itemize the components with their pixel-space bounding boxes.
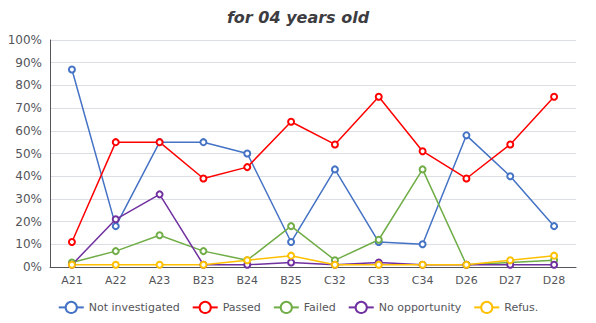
svg-text:100%: 100% (8, 33, 42, 47)
svg-text:A21: A21 (61, 274, 83, 287)
svg-text:20%: 20% (15, 215, 42, 229)
svg-text:60%: 60% (15, 124, 42, 138)
svg-text:D28: D28 (543, 274, 565, 287)
svg-text:Not investigated: Not investigated (89, 301, 180, 314)
svg-text:No opportunity: No opportunity (379, 301, 462, 314)
svg-text:50%: 50% (15, 147, 42, 161)
svg-text:C34: C34 (412, 274, 434, 287)
svg-text:40%: 40% (15, 169, 42, 183)
svg-text:for 04 years old: for 04 years old (227, 8, 370, 27)
svg-text:D26: D26 (455, 274, 477, 287)
svg-text:A22: A22 (105, 274, 127, 287)
svg-text:B23: B23 (193, 274, 215, 287)
svg-text:C33: C33 (368, 274, 390, 287)
svg-text:30%: 30% (15, 192, 42, 206)
svg-text:A23: A23 (149, 274, 171, 287)
svg-text:70%: 70% (15, 101, 42, 115)
svg-text:C32: C32 (324, 274, 346, 287)
svg-text:B24: B24 (236, 274, 258, 287)
svg-text:Failed: Failed (304, 301, 336, 314)
svg-text:10%: 10% (15, 237, 42, 251)
svg-text:0%: 0% (23, 260, 42, 274)
svg-text:Refus.: Refus. (504, 301, 538, 314)
svg-text:D27: D27 (499, 274, 521, 287)
svg-text:B25: B25 (280, 274, 302, 287)
svg-text:80%: 80% (15, 78, 42, 92)
svg-text:Passed: Passed (223, 301, 261, 314)
svg-text:90%: 90% (15, 56, 42, 70)
